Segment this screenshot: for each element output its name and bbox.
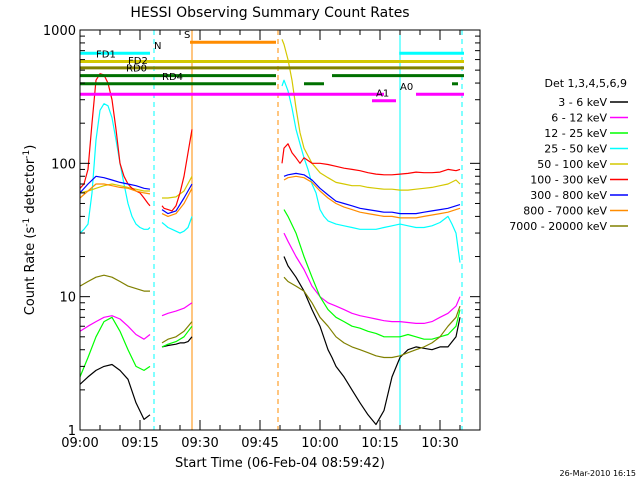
- series-line-5: [79, 73, 461, 212]
- legend-label: 7000 - 20000 keV: [509, 220, 607, 233]
- legend-label: 12 - 25 keV: [544, 127, 607, 140]
- x-tick-label: 10:15: [361, 436, 398, 451]
- legend-label: 3 - 6 keV: [558, 96, 607, 109]
- series-line-0: [79, 256, 461, 426]
- y-label-end: ): [23, 145, 38, 150]
- legend-title: Det 1,3,4,5,6,9: [544, 77, 627, 90]
- y-tick-label: 10: [59, 291, 76, 306]
- x-tick-label: 09:15: [121, 436, 158, 451]
- legend-label: 800 - 7000 keV: [523, 205, 607, 218]
- series-line-1: [79, 232, 461, 340]
- flag-label-6: A0: [400, 82, 413, 93]
- flag-label-2: FD1: [96, 50, 116, 61]
- x-tick-label: 10:30: [421, 436, 458, 451]
- timestamp: 26-Mar-2010 16:15: [560, 469, 637, 478]
- axis-layer: 1 10 100 1000 09:00 09:15 09:30 09:45 10:00 10:15…: [43, 24, 480, 451]
- flag-label-4: RD0: [126, 64, 147, 75]
- series-line-8: [79, 274, 461, 359]
- legend-label: 25 - 50 keV: [544, 143, 607, 156]
- flag-label-1: S: [184, 30, 190, 41]
- legend-label: 6 - 12 keV: [551, 112, 607, 125]
- flag-label-3: FD2: [128, 56, 148, 67]
- y-tick-label: 1: [68, 424, 76, 439]
- series-line-2: [79, 209, 461, 378]
- y-label-sup-1: -1: [22, 218, 32, 227]
- chart-title: HESSI Observing Summary Count Rates: [130, 5, 409, 21]
- series-line-3: [79, 79, 461, 263]
- series-line-7: [79, 175, 461, 219]
- plot-frame: [79, 29, 481, 431]
- y-label-main: Count Rate (s: [23, 227, 38, 316]
- x-tick-label: 09:45: [241, 436, 278, 451]
- legend-label: 100 - 300 keV: [530, 174, 607, 187]
- flag-label-0: N: [154, 41, 161, 52]
- y-label-sup-2: -1: [22, 150, 32, 159]
- y-tick-label: 1000: [43, 24, 76, 39]
- y-label-mid: detector: [23, 158, 38, 218]
- x-axis-label: Start Time (06-Feb-04 08:59:42): [175, 456, 385, 471]
- legend-label: 300 - 800 keV: [530, 189, 607, 202]
- x-tick-label: 09:30: [181, 436, 218, 451]
- legend: Det 1,3,4,5,6,9 3 - 6 keV 6 - 12 keV 12 - …: [509, 77, 628, 233]
- y-tick-label: 100: [51, 157, 76, 172]
- y-axis-label: Count Rate (s-1 detector-1): [22, 145, 38, 316]
- series-line-4: [79, 39, 461, 199]
- series-line-6: [79, 172, 461, 215]
- flag-label-7: A1: [376, 89, 389, 100]
- x-tick-label: 09:00: [61, 436, 98, 451]
- flag-label-5: RD4: [162, 72, 183, 83]
- legend-label: 50 - 100 keV: [537, 158, 607, 171]
- x-tick-label: 10:00: [301, 436, 338, 451]
